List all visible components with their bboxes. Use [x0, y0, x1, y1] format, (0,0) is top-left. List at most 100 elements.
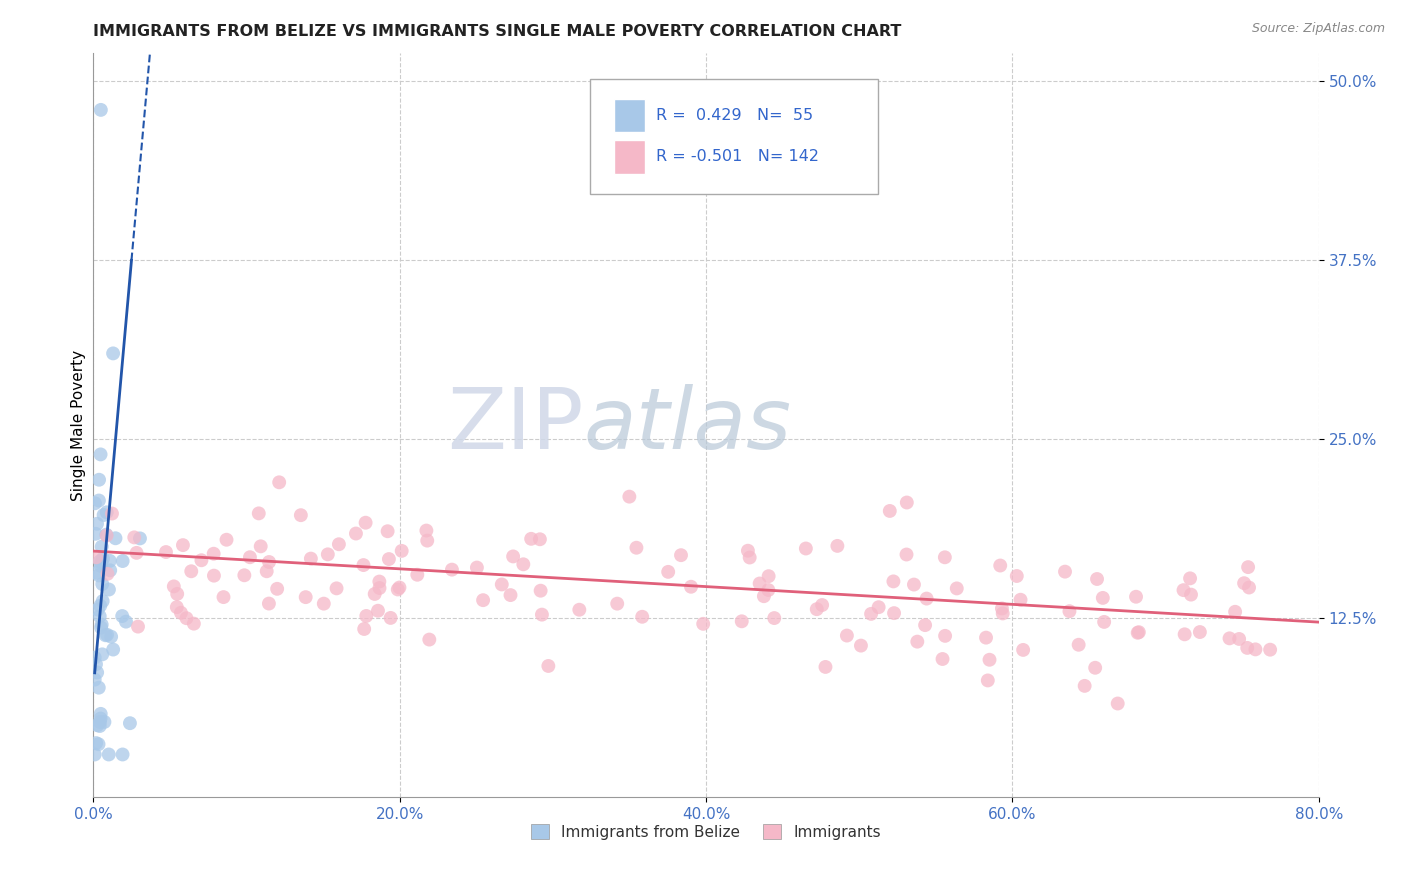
Point	[472, 593, 495, 607]
Point	[91, 648, 114, 662]
Point	[1010, 592, 1032, 607]
Y-axis label: Single Male Poverty: Single Male Poverty	[72, 350, 86, 500]
Point	[905, 634, 928, 648]
Point	[86, 665, 108, 680]
Point	[669, 548, 692, 562]
Point	[90, 559, 112, 574]
Point	[91, 551, 114, 566]
Point	[1125, 590, 1147, 604]
Point	[89, 599, 111, 613]
Point	[316, 547, 339, 561]
Point	[626, 541, 648, 555]
Point	[87, 568, 110, 582]
Point	[299, 551, 322, 566]
Point	[100, 630, 122, 644]
Point	[860, 607, 883, 621]
Point	[97, 747, 120, 762]
Point	[502, 549, 524, 564]
Point	[111, 609, 134, 624]
Point	[1233, 576, 1256, 591]
Point	[1237, 581, 1260, 595]
Point	[86, 566, 108, 580]
Point	[90, 556, 112, 570]
Point	[903, 577, 925, 591]
Bar	[614, 140, 645, 174]
Point	[89, 719, 111, 733]
Point	[86, 718, 108, 732]
Point	[731, 615, 754, 629]
Point	[87, 493, 110, 508]
Point	[1258, 642, 1281, 657]
Point	[991, 607, 1014, 621]
Point	[96, 527, 118, 541]
Point	[512, 558, 534, 572]
Point	[247, 507, 270, 521]
Point	[1085, 572, 1108, 586]
Point	[118, 716, 141, 731]
Point	[257, 555, 280, 569]
Point	[98, 563, 121, 577]
Point	[934, 629, 956, 643]
Point	[127, 619, 149, 633]
Point	[344, 526, 367, 541]
Point	[387, 582, 409, 597]
Point	[83, 673, 105, 687]
Point	[806, 602, 828, 616]
Point	[418, 632, 440, 647]
Point	[180, 564, 202, 578]
Point	[84, 496, 107, 510]
Point	[879, 504, 901, 518]
Point	[748, 576, 770, 591]
Point	[377, 524, 399, 539]
Point	[380, 611, 402, 625]
Point	[835, 629, 858, 643]
Point	[368, 581, 391, 595]
Point	[1244, 642, 1267, 657]
Point	[328, 537, 350, 551]
Point	[89, 714, 111, 729]
Point	[814, 660, 837, 674]
Point	[763, 611, 786, 625]
Point	[294, 590, 316, 604]
Point	[190, 553, 212, 567]
Point	[931, 652, 953, 666]
Point	[1067, 638, 1090, 652]
Point	[87, 473, 110, 487]
Text: IMMIGRANTS FROM BELIZE VS IMMIGRANTS SINGLE MALE POVERTY CORRELATION CHART: IMMIGRANTS FROM BELIZE VS IMMIGRANTS SIN…	[93, 24, 901, 39]
Point	[202, 547, 225, 561]
Point	[172, 538, 194, 552]
Point	[170, 606, 193, 620]
Point	[896, 495, 918, 509]
Point	[499, 588, 522, 602]
Point	[93, 508, 115, 522]
Point	[934, 550, 956, 565]
Point	[290, 508, 312, 523]
Point	[568, 603, 591, 617]
Point	[1188, 625, 1211, 640]
Point	[1091, 591, 1114, 605]
Point	[212, 590, 235, 604]
Point	[101, 346, 124, 360]
Point	[491, 577, 513, 591]
Point	[202, 568, 225, 582]
Point	[811, 598, 834, 612]
Point	[90, 447, 112, 461]
Point	[1236, 640, 1258, 655]
Point	[91, 594, 114, 608]
Point	[312, 597, 335, 611]
Text: ZIP: ZIP	[447, 384, 583, 467]
Point	[657, 565, 679, 579]
Point	[738, 550, 761, 565]
Point	[122, 530, 145, 544]
Point	[1107, 697, 1129, 711]
Text: R =  0.429   N=  55: R = 0.429 N= 55	[655, 108, 813, 123]
Point	[1223, 605, 1246, 619]
Point	[1053, 565, 1076, 579]
Point	[93, 714, 115, 729]
FancyBboxPatch shape	[589, 78, 877, 194]
Point	[129, 532, 152, 546]
Point	[979, 653, 1001, 667]
Point	[90, 712, 112, 726]
Point	[84, 526, 107, 541]
Point	[988, 558, 1011, 573]
